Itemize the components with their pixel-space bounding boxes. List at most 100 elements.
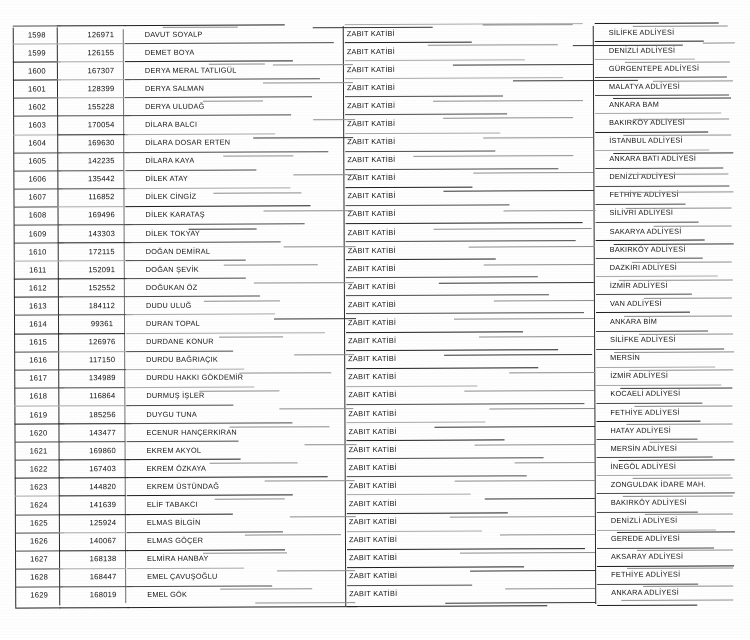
row-number-cell: 1609 (28, 229, 47, 239)
row-number-cell: 1620 (29, 428, 48, 438)
title-cell: ZABIT KATİBİ (349, 553, 398, 563)
registry-table-container: 1598 126971 DAVUT SOYALP ZABIT KATİBİ SİLİFK… (12, 22, 738, 609)
row-separator (13, 170, 62, 172)
registry-number-cell: 117150 (89, 355, 116, 365)
row-separator (14, 351, 60, 353)
row-separator (12, 43, 58, 45)
row-number-cell: 1601 (28, 84, 46, 94)
registry-number-cell: 155228 (87, 102, 115, 112)
title-cell: ZABIT KATİBİ (348, 480, 397, 491)
title-cell: ZABIT KATİBİ (348, 462, 397, 472)
row-number-cell: 1610 (28, 247, 47, 257)
table-bottom-border (15, 607, 62, 609)
row-separator (15, 568, 64, 570)
full-name-cell: DİLEK TOKYAY (145, 228, 201, 238)
full-name-cell: ELİF TABAKCI (146, 499, 198, 509)
full-name-cell: DİLARA KAYA (145, 155, 195, 166)
scan-artifact (445, 602, 596, 604)
row-separator (14, 333, 63, 335)
registry-number-cell: 126971 (87, 29, 115, 39)
full-name-cell: DERYA ULUDAĞ (145, 101, 205, 111)
title-cell: ZABIT KATİBİ (347, 191, 396, 201)
title-cell: ZABIT KATİBİ (347, 209, 396, 219)
title-cell: ZABIT KATİBİ (348, 372, 397, 382)
registry-number-cell: 172115 (88, 246, 115, 256)
row-separator (13, 224, 62, 226)
registry-number-cell: 169630 (87, 138, 115, 148)
registry-number-cell: 140067 (89, 536, 117, 546)
row-separator (13, 314, 61, 316)
registry-number-cell: 135442 (87, 174, 115, 184)
table-bottom-border (59, 607, 130, 609)
row-number-cell: 1619 (29, 409, 48, 420)
row-separator (13, 188, 63, 190)
registry-number-cell: 168447 (89, 572, 117, 582)
registry-number-cell: 143303 (88, 228, 116, 238)
row-number-cell: 1613 (28, 301, 47, 311)
row-number-cell: 1623 (29, 482, 48, 492)
registry-number-cell: 116864 (89, 391, 116, 401)
row-separator (15, 586, 64, 588)
title-cell: ZABIT KATİBİ (348, 444, 397, 454)
row-separator (12, 25, 61, 27)
registry-number-cell: 169860 (89, 445, 117, 455)
title-cell: ZABIT KATİBİ (347, 155, 396, 165)
title-cell: ZABIT KATİBİ (349, 589, 398, 599)
courthouse-cell: DAZKIRI ADLİYESİ (609, 262, 678, 272)
row-number-cell: 1608 (28, 210, 47, 220)
registry-number-cell: 99361 (90, 319, 114, 329)
scan-artifact (313, 119, 356, 121)
row-number-cell: 1604 (28, 138, 47, 148)
courthouse-cell: BAKIRKÖY ADLİYESİ (609, 117, 686, 127)
row-number-cell: 1614 (29, 319, 47, 329)
row-number-cell: 1616 (29, 355, 48, 365)
courthouse-cell: BAKIRKÖY ADLİYESİ (609, 244, 686, 254)
row-separator (13, 296, 63, 298)
row-separator (14, 423, 65, 425)
title-cell: ZABIT KATİBİ (347, 317, 397, 328)
full-name-cell: EKREM ÖZKAYA (146, 463, 207, 473)
title-cell: ZABIT KATİBİ (348, 390, 397, 400)
row-number-cell: 1605 (28, 156, 47, 166)
title-cell: ZABIT KATİBİ (349, 571, 398, 581)
row-number-cell: 1611 (29, 265, 47, 275)
row-number-cell: 1615 (29, 337, 48, 347)
row-number-cell: 1606 (28, 174, 47, 184)
registry-number-cell: 134989 (88, 373, 116, 383)
title-cell: ZABIT KATİBİ (348, 426, 397, 436)
title-cell: ZABIT KATİBİ (347, 263, 396, 273)
full-name-cell: DİLARA BALCI (145, 119, 198, 130)
registry-number-cell: 116852 (88, 192, 115, 202)
registry-number-cell: 143477 (89, 427, 116, 437)
title-cell: ZABIT KATİBİ (347, 100, 396, 111)
courthouse-cell: SİLİVRİ ADLİYESİ (609, 208, 674, 218)
registry-number-cell: 167307 (87, 65, 115, 75)
title-cell: ZABIT KATİBİ (347, 245, 396, 255)
full-name-cell: DUDU ULUĞ (145, 300, 192, 310)
row-number-cell: 1600 (27, 66, 46, 76)
title-cell: ZABIT KATİBİ (348, 498, 397, 509)
row-separator (13, 278, 61, 280)
registry-number-cell: 125924 (89, 518, 117, 528)
title-cell: ZABIT KATİBİ (347, 173, 396, 183)
row-number-cell: 1629 (30, 590, 49, 600)
row-number-cell: 1617 (29, 373, 48, 383)
registry-number-cell: 142235 (87, 156, 115, 166)
full-name-cell: DURDU BAĞRIAÇIK (146, 354, 219, 365)
registry-number-cell: 126976 (88, 337, 116, 347)
title-cell: ZABIT KATİBİ (346, 28, 395, 38)
row-separator (14, 495, 63, 497)
row-separator (14, 477, 64, 479)
registry-number-cell: 185256 (88, 409, 116, 419)
title-cell: ZABIT KATİBİ (347, 137, 396, 147)
registry-number-cell: 126155 (87, 47, 115, 57)
full-name-cell: DİLARA DOSAR ERTEN (145, 137, 231, 148)
row-separator (13, 206, 59, 208)
registry-number-cell: 169496 (88, 210, 115, 220)
row-separator (15, 550, 62, 552)
row-separator (14, 514, 60, 516)
row-number-cell: 1598 (27, 29, 46, 40)
row-number-cell: 1627 (30, 554, 49, 564)
registry-number-cell: 168019 (89, 590, 117, 600)
